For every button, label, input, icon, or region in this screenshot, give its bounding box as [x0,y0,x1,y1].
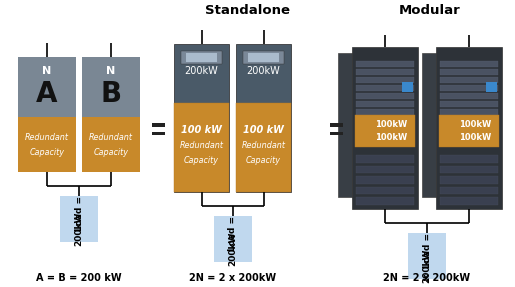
Text: Capacity: Capacity [246,156,281,165]
Bar [174,103,229,192]
Text: Load =: Load = [75,196,83,231]
Text: Standalone: Standalone [204,3,289,16]
Bar [352,47,418,209]
Bar [82,57,140,117]
Bar [18,117,76,172]
Bar [18,57,76,117]
Bar [151,131,164,135]
Bar [82,117,140,172]
Bar [356,77,414,83]
Bar [356,176,414,184]
Text: Capacity: Capacity [94,148,129,157]
Bar [440,69,498,75]
Bar [440,166,498,173]
Bar [338,53,352,197]
Text: 100kW: 100kW [459,120,492,129]
Bar [236,103,291,192]
Bar [236,44,291,192]
Bar [181,51,222,64]
Bar [356,166,414,173]
Bar [248,53,279,62]
Bar [422,53,436,197]
Text: A = B = 200 kW: A = B = 200 kW [36,273,122,283]
Text: B: B [100,80,122,108]
Text: 100 kW: 100 kW [181,125,222,135]
Bar [440,77,498,83]
Text: 200kW: 200kW [184,66,218,76]
Text: 200kW: 200kW [228,232,237,266]
Bar [440,176,498,184]
Text: N: N [107,66,116,76]
Bar [440,85,498,91]
Bar [174,44,229,192]
Text: Modular: Modular [399,3,461,16]
Bar [356,85,414,91]
Text: 100kW: 100kW [375,133,408,142]
Text: 2N = 2 x 200kW: 2N = 2 x 200kW [189,273,276,283]
Bar [439,115,499,148]
Text: 200kW: 200kW [422,249,432,283]
Bar [356,155,414,162]
Bar [355,115,415,148]
Text: N: N [42,66,52,76]
Bar [356,69,414,75]
Bar [356,61,414,67]
Bar [402,82,413,92]
Bar [440,187,498,194]
Text: 200kW: 200kW [75,212,83,246]
Bar [408,233,446,279]
Bar [330,123,342,127]
Text: 200kW: 200kW [247,66,280,76]
Text: Redundant: Redundant [180,141,224,150]
Text: Redundant: Redundant [89,133,133,142]
Bar [440,155,498,162]
Bar [356,109,414,115]
Bar [440,61,498,67]
Text: Load =: Load = [228,216,237,251]
Bar [440,101,498,107]
Text: 2N = 2 x 200kW: 2N = 2 x 200kW [384,273,471,283]
Bar [243,51,284,64]
Bar [214,216,251,262]
Text: 100 kW: 100 kW [243,125,284,135]
Bar [60,196,98,242]
Bar [440,109,498,115]
Bar [440,197,498,205]
Bar [330,131,342,135]
Text: Redundant: Redundant [242,141,285,150]
Text: 100kW: 100kW [459,133,492,142]
Bar [356,197,414,205]
Bar [356,187,414,194]
Bar [486,82,497,92]
Bar [356,101,414,107]
Text: A: A [36,80,58,108]
Text: Load =: Load = [422,233,432,268]
Text: 100kW: 100kW [375,120,408,129]
Bar [440,93,498,99]
Text: Capacity: Capacity [184,156,219,165]
Bar [186,53,217,62]
Bar [436,47,502,209]
Bar [356,93,414,99]
Text: Capacity: Capacity [29,148,64,157]
Text: Redundant: Redundant [25,133,69,142]
Bar [151,123,164,127]
